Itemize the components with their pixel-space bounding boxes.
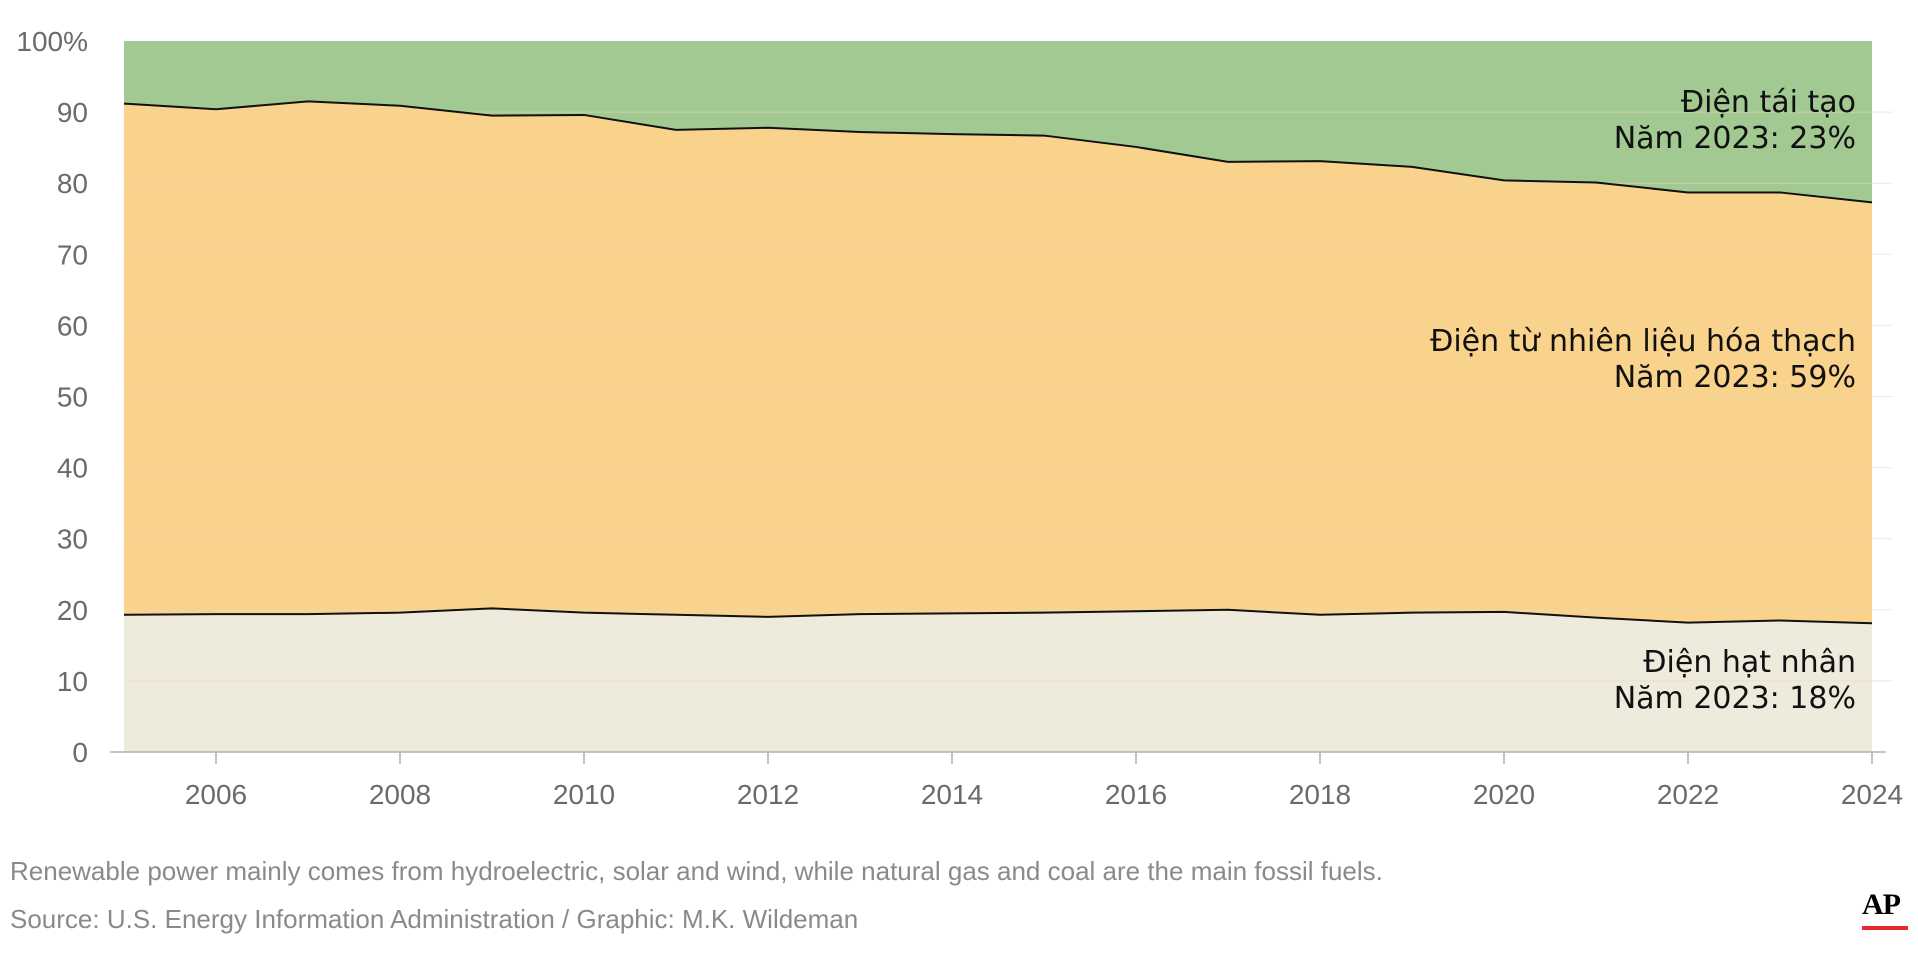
x-tick-label: 2016 bbox=[1105, 779, 1167, 810]
y-axis: 0 10 20 30 40 50 60 70 80 90 100% bbox=[16, 26, 88, 768]
x-tick-label: 2018 bbox=[1289, 779, 1351, 810]
ap-logo: AP bbox=[1862, 888, 1908, 932]
chart-source: Source: U.S. Energy Information Administ… bbox=[10, 904, 859, 934]
y-tick-label: 30 bbox=[57, 524, 88, 555]
fossil-label: Điện từ nhiên liệu hóa thạch bbox=[1430, 324, 1856, 359]
renewable-value: Năm 2023: 23% bbox=[1614, 121, 1856, 156]
x-tick-label: 2010 bbox=[553, 779, 615, 810]
y-tick-label: 40 bbox=[57, 453, 88, 484]
x-tick-label: 2008 bbox=[369, 779, 431, 810]
nuclear-value: Năm 2023: 18% bbox=[1614, 681, 1856, 716]
nuclear-area bbox=[124, 608, 1872, 752]
y-tick-label: 60 bbox=[57, 310, 88, 341]
x-axis: 2006 2008 2010 2012 2014 2016 2018 2020 2022 2024 bbox=[110, 751, 1903, 810]
x-tick-label: 2022 bbox=[1657, 779, 1719, 810]
x-tick-label: 2006 bbox=[185, 779, 247, 810]
fossil-value: Năm 2023: 59% bbox=[1614, 360, 1856, 395]
x-tick-label: 2012 bbox=[737, 779, 799, 810]
y-tick-label: 50 bbox=[57, 382, 88, 413]
x-tick-label: 2020 bbox=[1473, 779, 1535, 810]
x-tick-label: 2014 bbox=[921, 779, 983, 810]
y-tick-label: 80 bbox=[57, 168, 88, 199]
nuclear-label: Điện hạt nhân bbox=[1643, 645, 1856, 680]
y-tick-label: 70 bbox=[57, 239, 88, 270]
fossil-area bbox=[124, 101, 1872, 624]
area-layers bbox=[124, 41, 1872, 752]
chart-note: Renewable power mainly comes from hydroe… bbox=[10, 856, 1383, 886]
renewable-area bbox=[124, 41, 1872, 203]
y-tick-label: 0 bbox=[72, 737, 88, 768]
boundary-lines bbox=[123, 100, 1873, 625]
series-annotations: Điện tái tạo Năm 2023: 23% Điện từ nhiên… bbox=[1430, 85, 1856, 716]
y-tick-label: 10 bbox=[57, 666, 88, 697]
y-tick-label: 100% bbox=[16, 26, 88, 57]
ap-logo-underline bbox=[1862, 926, 1908, 930]
x-tick-label: 2024 bbox=[1841, 779, 1903, 810]
fossil-boundary-line bbox=[123, 100, 1873, 204]
y-tick-label: 90 bbox=[57, 97, 88, 128]
nuclear-boundary-line bbox=[123, 607, 1873, 625]
stacked-area-chart: 2006 2008 2010 2012 2014 2016 2018 2020 2022 2024… bbox=[16, 26, 1903, 810]
y-tick-label: 20 bbox=[57, 595, 88, 626]
renewable-label: Điện tái tạo bbox=[1681, 85, 1856, 120]
ap-logo-text: AP bbox=[1862, 888, 1901, 921]
